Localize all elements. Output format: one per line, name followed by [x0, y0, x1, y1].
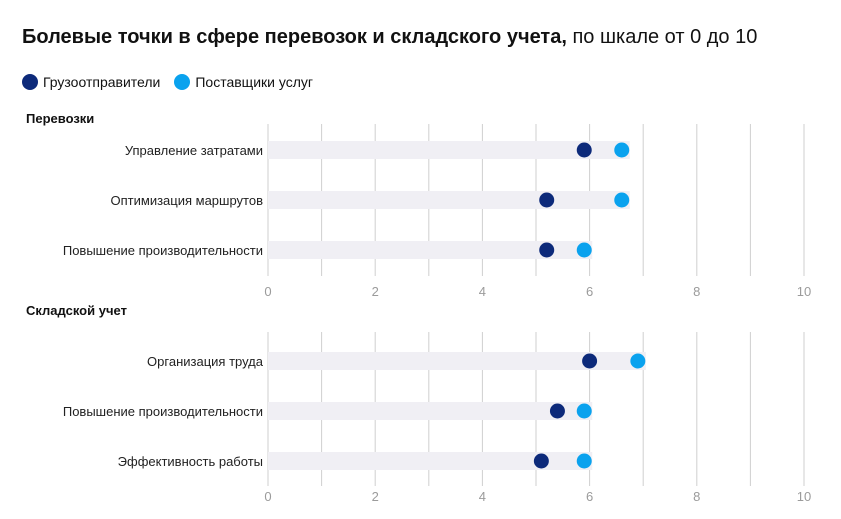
dot-shippers: [533, 453, 549, 469]
dot-shippers: [539, 242, 555, 258]
row-band: [268, 241, 593, 259]
panel-title: Перевозки: [26, 111, 94, 126]
x-tick-label: 4: [479, 489, 486, 504]
x-tick-label: 8: [693, 489, 700, 504]
legend-swatch-shippers: [22, 74, 38, 90]
category-label: Организация труда: [147, 354, 264, 369]
legend-label-providers: Поставщики услуг: [195, 74, 313, 90]
row-band: [268, 141, 630, 159]
dot-shippers: [582, 353, 598, 369]
chart-title-regular: по шкале от 0 до 10: [566, 26, 758, 48]
category-label: Повышение производительности: [63, 404, 263, 419]
dot-providers: [576, 242, 592, 258]
panel-title: Складской учет: [26, 303, 127, 318]
x-tick-label: 0: [264, 489, 271, 504]
row-band: [268, 352, 646, 370]
category-label: Оптимизация маршрутов: [111, 193, 264, 208]
chart-title: Болевые точки в сфере перевозок и складс…: [22, 26, 757, 49]
category-label: Повышение производительности: [63, 243, 263, 258]
x-tick-label: 6: [586, 489, 593, 504]
x-tick-label: 2: [372, 284, 379, 299]
category-label: Управление затратами: [125, 143, 263, 158]
x-tick-label: 10: [797, 284, 811, 299]
x-tick-label: 2: [372, 489, 379, 504]
x-tick-label: 0: [264, 284, 271, 299]
x-tick-label: 4: [479, 284, 486, 299]
dot-providers: [614, 192, 630, 208]
dot-shippers: [549, 403, 565, 419]
legend: Грузоотправители Поставщики услуг: [22, 74, 327, 90]
row-band: [268, 191, 630, 209]
legend-item-providers: Поставщики услуг: [174, 74, 313, 90]
legend-swatch-providers: [174, 74, 191, 90]
x-tick-label: 10: [797, 489, 811, 504]
row-band: [268, 402, 593, 420]
dot-providers: [576, 453, 592, 469]
legend-item-shippers: Грузоотправители: [22, 74, 160, 90]
dot-providers: [576, 403, 592, 419]
row-band: [268, 452, 593, 470]
dot-shippers: [539, 192, 555, 208]
category-label: Эффективность работы: [118, 454, 263, 469]
legend-label-shippers: Грузоотправители: [43, 74, 161, 90]
chart-title-bold: Болевые точки в сфере перевозок и складс…: [22, 26, 567, 48]
x-tick-label: 8: [693, 284, 700, 299]
dot-providers: [614, 142, 630, 158]
dot-shippers: [576, 142, 592, 158]
x-tick-label: 6: [586, 284, 593, 299]
dot-providers: [630, 353, 646, 369]
